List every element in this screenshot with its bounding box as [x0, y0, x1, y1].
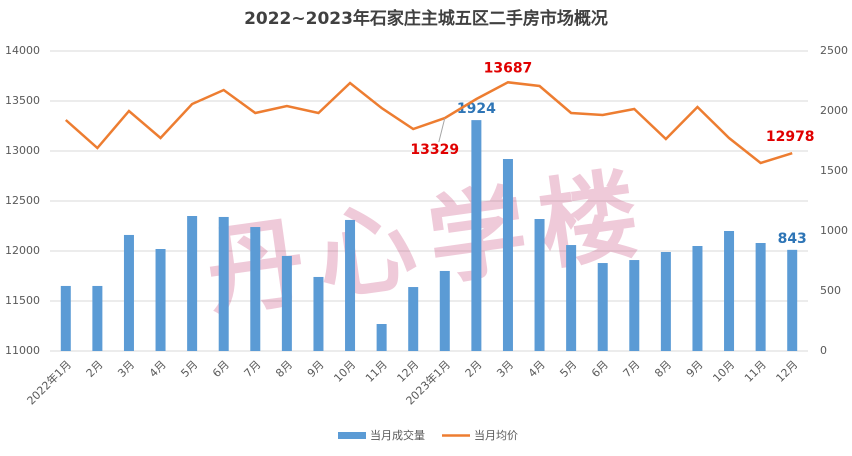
bar	[60, 285, 71, 351]
bar	[439, 270, 450, 351]
y2-tick-label: 0	[820, 344, 827, 357]
data-label: 13687	[484, 60, 533, 76]
bar	[123, 234, 134, 351]
y2-tick-label: 2500	[820, 44, 848, 57]
y-tick-label: 12000	[5, 244, 40, 257]
bar	[471, 120, 482, 352]
bar	[345, 219, 356, 351]
data-label: 1924	[457, 101, 496, 117]
legend-label: 当月均价	[474, 428, 518, 442]
bar	[408, 287, 419, 351]
bar	[629, 260, 640, 351]
legend-swatch	[338, 432, 366, 439]
bar	[755, 243, 766, 351]
bar	[92, 285, 103, 351]
bar	[187, 216, 198, 351]
bar	[155, 249, 166, 351]
bar	[534, 219, 545, 351]
bar	[250, 227, 261, 351]
y-tick-label: 14000	[5, 44, 40, 57]
y-tick-label: 13000	[5, 144, 40, 157]
y-tick-label: 13500	[5, 94, 40, 107]
bar	[597, 263, 608, 351]
data-label: 13329	[410, 142, 459, 158]
data-label: 12978	[766, 129, 815, 145]
y2-tick-label: 2000	[820, 104, 848, 117]
line	[64, 81, 793, 165]
data-label: 843	[778, 231, 807, 247]
bar	[724, 231, 735, 351]
bar	[566, 245, 577, 351]
leader-line	[438, 117, 446, 143]
y-tick-label: 11500	[5, 294, 40, 307]
bar	[376, 324, 387, 351]
y2-tick-label: 1000	[820, 224, 848, 237]
bar	[787, 249, 798, 351]
bar	[313, 276, 324, 351]
y-tick-label: 12500	[5, 194, 40, 207]
legend-label: 当月成交量	[370, 428, 425, 442]
chart-title: 2022~2023年石家庄主城五区二手房市场概况	[244, 8, 608, 29]
y2-tick-label: 1500	[820, 164, 848, 177]
bar	[660, 252, 671, 351]
y2-tick-label: 500	[820, 284, 841, 297]
bar	[502, 159, 513, 351]
y-tick-label: 11000	[5, 344, 40, 357]
bar	[281, 255, 292, 351]
bar	[692, 246, 703, 351]
bar	[218, 216, 229, 351]
